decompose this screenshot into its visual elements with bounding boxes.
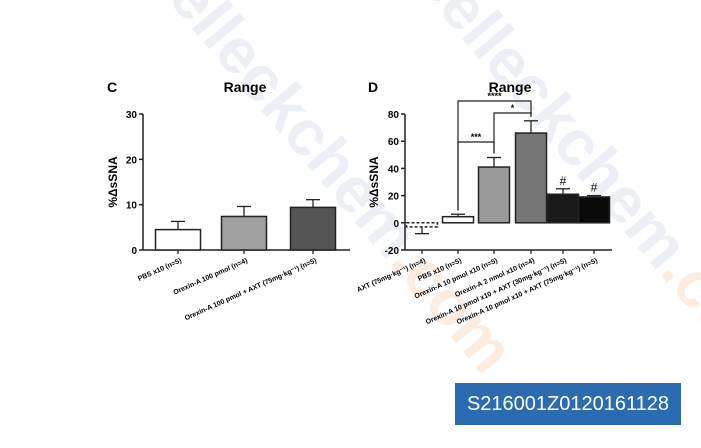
- bar: [477, 166, 511, 224]
- y-axis-label: %ΔsSNA: [367, 156, 381, 208]
- significance-label: ****: [487, 91, 502, 101]
- x-tick-label: Orexin-A 100 pmol + AXT (75mg·kg⁻¹) (n=5…: [184, 257, 318, 322]
- significance-bracket: [457, 141, 495, 211]
- significance-mark: #: [560, 174, 567, 188]
- chart-title: Range: [224, 79, 267, 95]
- y-tick-label: 0: [393, 219, 399, 230]
- y-tick-label: 80: [388, 110, 400, 121]
- y-tick-label: -20: [385, 246, 400, 257]
- bar: [405, 222, 439, 228]
- bar: [577, 196, 611, 224]
- bar: [546, 193, 580, 224]
- significance-bracket: [493, 112, 532, 154]
- bar: [289, 206, 337, 251]
- bar: [154, 228, 202, 251]
- panel-label: C: [107, 79, 117, 95]
- y-tick-label: 60: [388, 137, 400, 148]
- x-tick-label: AXT (75mg·kg⁻¹) (n=4): [356, 257, 427, 294]
- bar: [220, 215, 268, 251]
- panel-label: D: [368, 79, 378, 95]
- bar: [514, 132, 548, 224]
- y-tick-label: 10: [126, 201, 138, 212]
- significance-label: ***: [471, 132, 482, 142]
- x-tick-label: Orexin-A 100 pmol (n=4): [172, 257, 248, 296]
- significance-label: *: [511, 103, 515, 113]
- y-axis-label: %ΔsSNA: [106, 156, 120, 208]
- bar: [441, 215, 475, 224]
- chart-title: Range: [489, 79, 532, 95]
- significance-mark: #: [591, 181, 598, 195]
- y-tick-label: 0: [131, 246, 137, 257]
- y-tick-label: 20: [126, 155, 138, 166]
- y-tick-label: 20: [388, 192, 400, 203]
- y-tick-label: 30: [126, 110, 138, 121]
- catalog-id-label: S216001Z0120161128: [455, 383, 681, 425]
- x-tick-label: PBS x10 (n=5): [137, 257, 183, 282]
- y-tick-label: 40: [388, 164, 400, 175]
